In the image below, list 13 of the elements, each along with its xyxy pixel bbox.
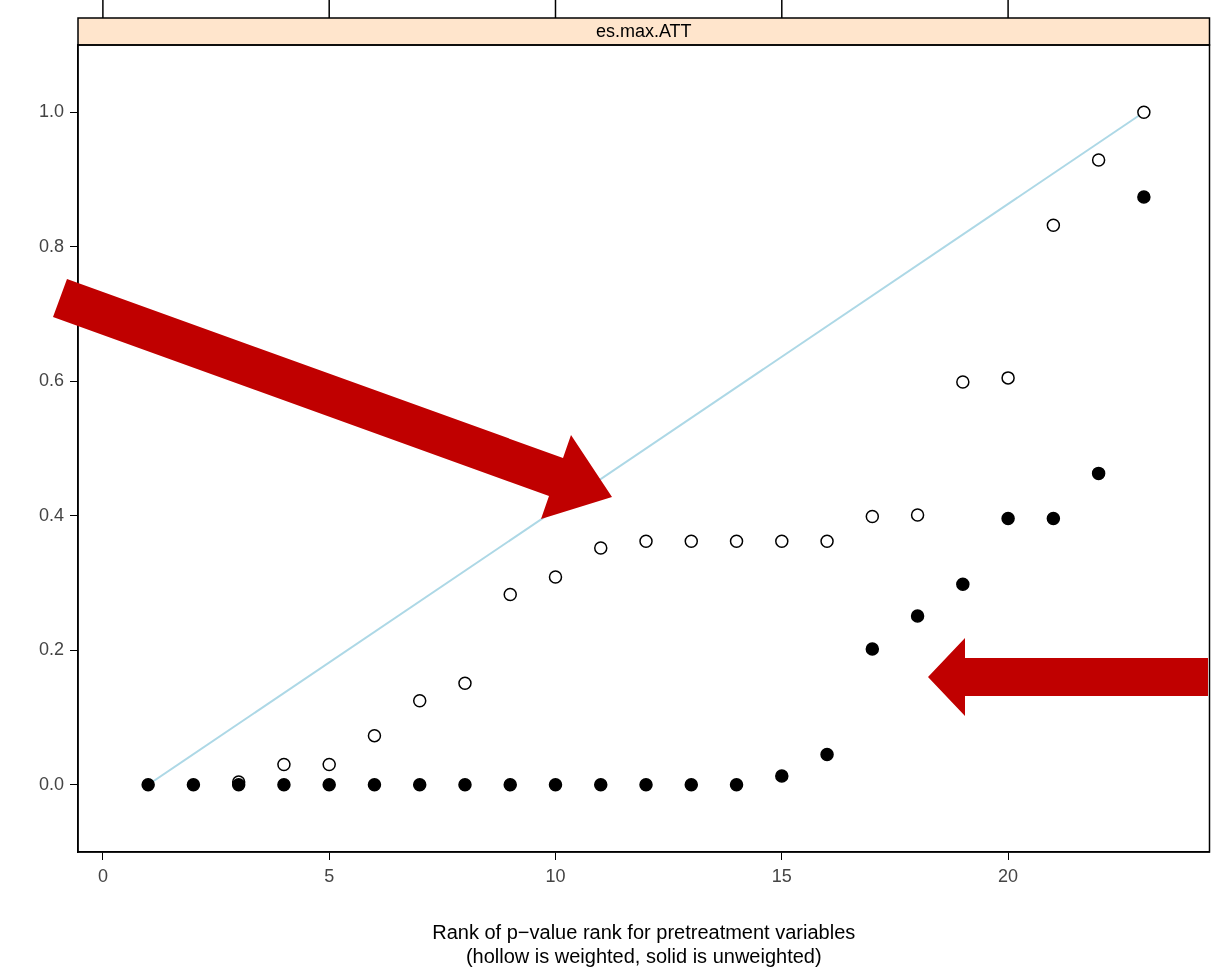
chart-title: es.max.ATT	[595, 21, 692, 42]
x-tick-label: 5	[324, 865, 335, 886]
y-tick-label: 0.0	[38, 773, 64, 794]
y-tick-label: 0.6	[38, 370, 64, 391]
x-tick-label: 20	[998, 865, 1019, 886]
x-tick-label: 15	[771, 865, 792, 886]
x-tick-label: 0	[97, 865, 108, 886]
y-tick-label: 1.0	[38, 101, 64, 122]
y-tick-label: 0.2	[38, 639, 64, 660]
x-tick-label: 10	[545, 865, 566, 886]
y-tick-label: 0.4	[38, 504, 64, 525]
x-axis-title: Rank of p−value rank for pretreatment variables (hollow is weighted, solid is unweighted)	[432, 920, 856, 967]
y-tick-label: 0.8	[38, 235, 64, 256]
